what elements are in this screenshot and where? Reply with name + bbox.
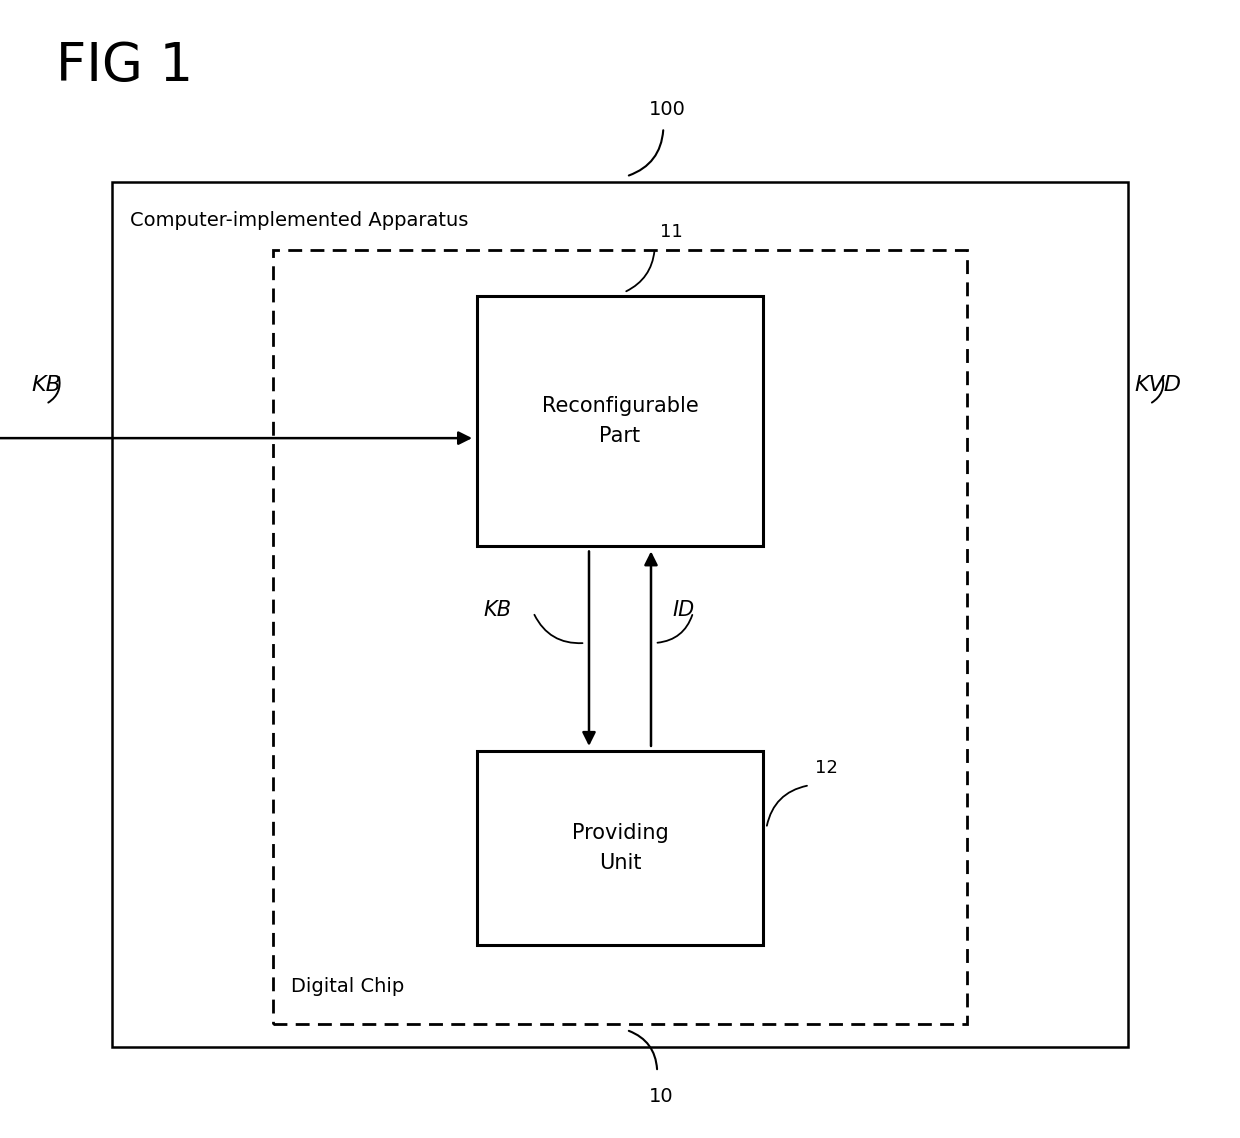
Text: Computer-implemented Apparatus: Computer-implemented Apparatus — [130, 211, 469, 230]
Bar — [477, 751, 763, 945]
Text: KVD: KVD — [1135, 374, 1182, 395]
Text: Providing
Unit: Providing Unit — [572, 823, 668, 873]
Bar — [273, 250, 967, 1024]
Text: Reconfigurable
Part: Reconfigurable Part — [542, 396, 698, 446]
Text: 100: 100 — [649, 100, 686, 119]
Text: 10: 10 — [649, 1087, 673, 1106]
Text: KB: KB — [31, 374, 61, 395]
Bar — [477, 296, 763, 546]
Bar — [112, 182, 1128, 1047]
Text: FIG 1: FIG 1 — [56, 40, 193, 92]
Text: KB: KB — [484, 600, 512, 620]
Text: 12: 12 — [815, 759, 837, 777]
Text: Digital Chip: Digital Chip — [291, 976, 404, 996]
Text: ID: ID — [672, 600, 694, 620]
Text: 11: 11 — [660, 223, 682, 241]
